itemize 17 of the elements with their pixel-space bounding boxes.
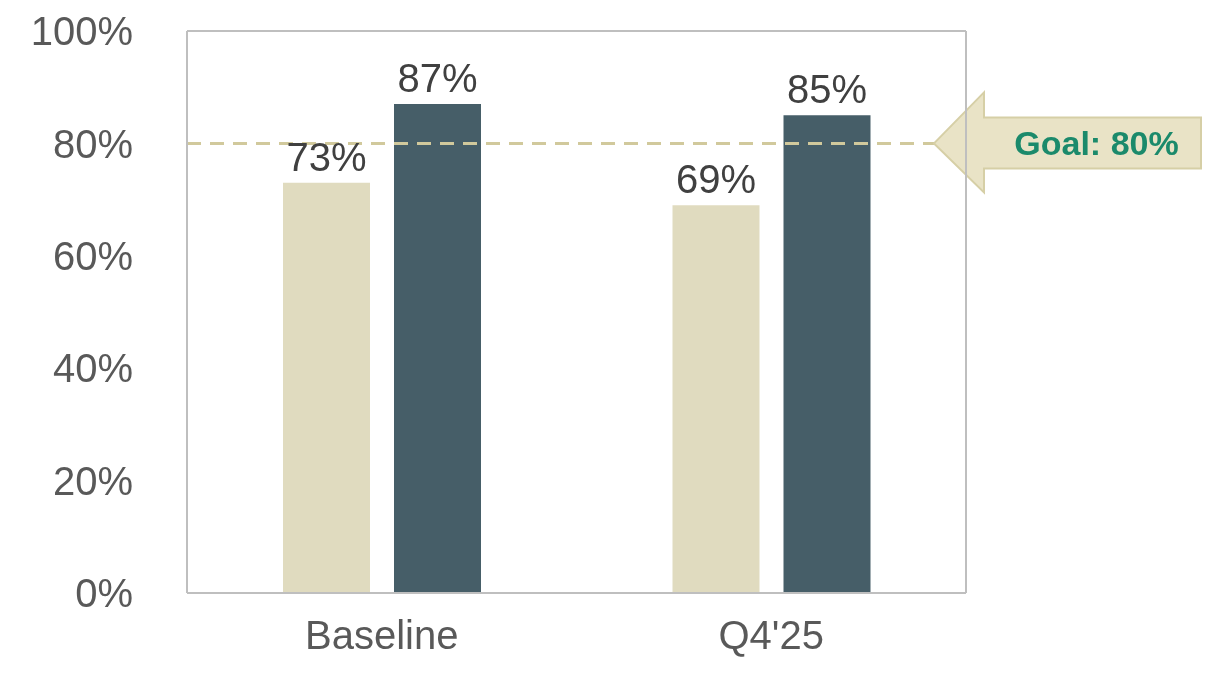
data-label: 69% [675, 157, 757, 202]
y-tick-label: 40% [52, 346, 133, 391]
y-tick-label: 80% [52, 121, 133, 166]
bar [283, 182, 370, 593]
y-tick-label: 60% [52, 234, 133, 278]
data-label: 87% [397, 56, 478, 101]
y-tick-label: 100% [30, 9, 133, 54]
data-label: 73% [286, 134, 367, 179]
x-tick-label: Q4'25 [718, 613, 824, 658]
bar [672, 205, 760, 593]
bar [783, 115, 871, 593]
data-label: 85% [786, 67, 868, 112]
y-tick-label: 0% [75, 571, 133, 616]
ref-line-label: Goal: 80% [1014, 124, 1179, 163]
y-tick-label: 20% [52, 458, 133, 503]
x-tick-label: Baseline [305, 613, 459, 658]
bar [394, 104, 481, 593]
